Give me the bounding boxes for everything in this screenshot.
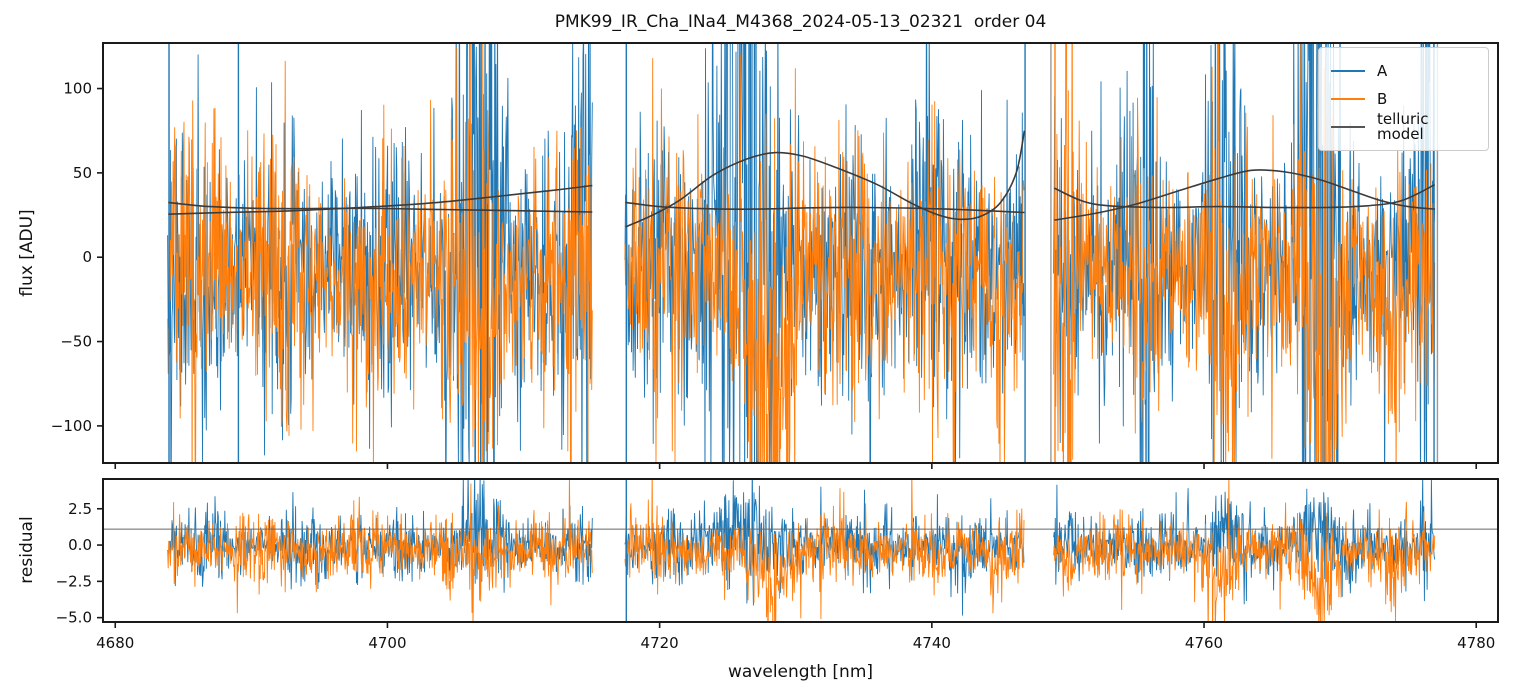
telluric-model-curve xyxy=(168,201,593,213)
residual-y-tick-label: 2.5 xyxy=(68,500,92,518)
flux-y-tick-label: −100 xyxy=(51,417,92,435)
legend-line-sample-telluric xyxy=(1331,126,1365,128)
chart-title: PMK99_IR_Cha_INa4_M4368_2024-05-13_02321… xyxy=(554,12,1047,32)
series-B-residual-trace xyxy=(167,479,1436,622)
flux-y-tick-label: 100 xyxy=(63,80,92,98)
x-tick-label: 4720 xyxy=(641,634,679,652)
telluric-model-curve xyxy=(1053,183,1436,209)
legend-label-telluric: telluric model xyxy=(1377,110,1429,143)
flux-y-tick-label: 0 xyxy=(82,248,92,266)
residual-panel-frame xyxy=(102,478,1499,623)
telluric-model-curve xyxy=(1054,169,1435,221)
telluric-model-curve xyxy=(625,201,1025,214)
flux-axis-label: flux [ADU] xyxy=(17,209,37,297)
legend: A B telluric model xyxy=(1318,47,1489,151)
x-tick-label: 4780 xyxy=(1457,634,1495,652)
x-tick-label: 4760 xyxy=(1185,634,1223,652)
x-tick-label: 4740 xyxy=(913,634,951,652)
flux-y-tick-label: −50 xyxy=(60,333,92,351)
x-tick-label: 4700 xyxy=(368,634,406,652)
legend-item-telluric: telluric model xyxy=(1331,110,1476,143)
legend-item-a: A xyxy=(1331,57,1476,85)
residual-y-tick-label: −5.0 xyxy=(56,609,92,627)
telluric-model-curve xyxy=(168,184,593,215)
residual-y-tick-label: 0.0 xyxy=(68,536,92,554)
telluric-model-curve xyxy=(625,130,1026,228)
legend-label-a: A xyxy=(1377,61,1388,80)
legend-line-sample-a xyxy=(1331,70,1365,72)
residual-y-tick-label: −2.5 xyxy=(56,572,92,590)
legend-line-sample-b xyxy=(1331,98,1365,100)
flux-y-tick-label: 50 xyxy=(73,164,92,182)
x-tick-label: 4680 xyxy=(96,634,134,652)
wavelength-axis-label: wavelength [nm] xyxy=(727,662,874,682)
legend-label-b: B xyxy=(1377,89,1388,108)
flux-panel-frame xyxy=(102,42,1499,464)
legend-item-b: B xyxy=(1331,85,1476,113)
residual-axis-label: residual xyxy=(17,516,37,584)
